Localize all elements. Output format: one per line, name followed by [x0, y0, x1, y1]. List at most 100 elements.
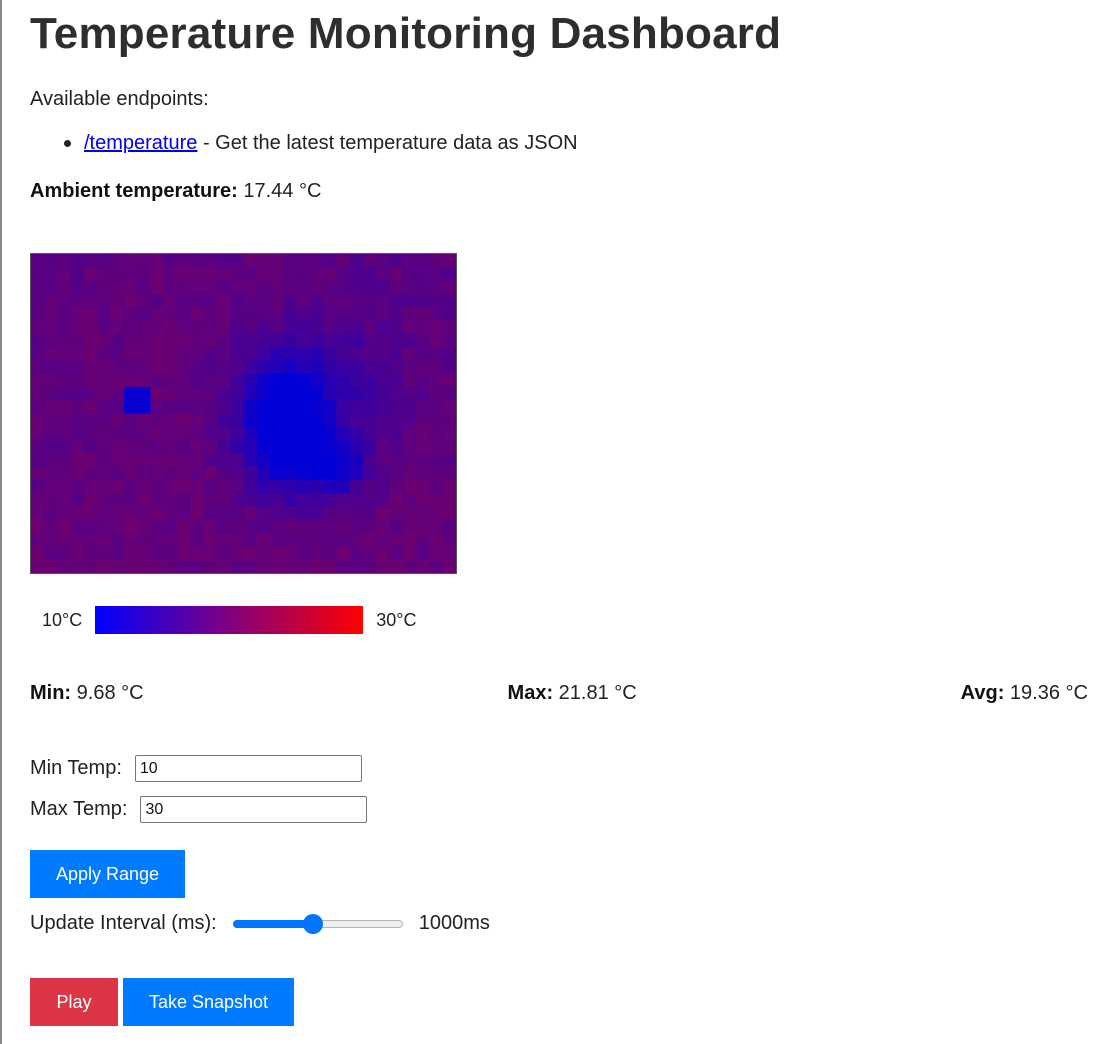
heatmap-cell: [230, 479, 244, 494]
heatmap-cell: [84, 307, 98, 321]
heatmap-cell: [70, 479, 85, 494]
heatmap-cell: [150, 413, 165, 428]
heatmap-cell: [402, 280, 417, 295]
temperature-endpoint-link[interactable]: /temperature: [84, 132, 198, 154]
heatmap-cell: [44, 466, 59, 481]
heatmap-cell: [123, 533, 138, 547]
heatmap-cell: [70, 293, 85, 308]
heatmap-cell: [442, 559, 456, 573]
heatmap-cell: [402, 254, 417, 268]
heatmap-cell: [270, 320, 284, 335]
heatmap-cell: [243, 426, 258, 441]
heatmap-cell: [243, 519, 258, 534]
heatmap-cell: [137, 267, 152, 282]
heatmap-cell: [190, 559, 205, 573]
heatmap-cell: [57, 479, 72, 494]
heatmap-cell: [442, 360, 456, 375]
heatmap-cell: [203, 254, 218, 268]
heatmap-cell: [31, 466, 45, 481]
heatmap-cell: [402, 533, 417, 547]
apply-range-button[interactable]: Apply Range: [30, 850, 185, 898]
heatmap-cell: [442, 479, 456, 494]
heatmap-cell: [270, 293, 284, 308]
heatmap-cell: [44, 360, 59, 375]
heatmap-cell: [389, 347, 404, 361]
heatmap-cell: [150, 360, 165, 375]
heatmap-cell: [256, 453, 271, 468]
heatmap-cell: [336, 293, 351, 308]
heatmap-cell: [70, 254, 85, 268]
heatmap-cell: [270, 386, 284, 401]
heatmap-cell: [70, 267, 85, 282]
heatmap-cell: [363, 479, 377, 494]
heatmap-cell: [177, 426, 191, 441]
heatmap-cell: [190, 426, 205, 441]
heatmap-cell: [323, 267, 337, 282]
slider-thumb[interactable]: [302, 913, 323, 934]
heatmap-cell: [150, 267, 165, 282]
heatmap-cell: [150, 466, 165, 481]
min-temp-input[interactable]: [134, 755, 362, 782]
heatmap-cell: [31, 400, 45, 414]
heatmap-cell: [323, 493, 337, 508]
heatmap-cell: [283, 453, 298, 468]
heatmap-cell: [31, 254, 45, 268]
heatmap-cell: [270, 347, 284, 361]
heatmap-cell: [150, 546, 165, 561]
heatmap-cell: [203, 506, 218, 521]
update-interval-row: Update Interval (ms): 1000ms: [30, 912, 490, 935]
heatmap-cell: [84, 413, 98, 428]
heatmap-cell: [137, 293, 152, 308]
max-temp-row: Max Temp:: [30, 796, 368, 823]
interval-label: Update Interval (ms):: [30, 912, 217, 934]
interval-slider[interactable]: [232, 913, 403, 935]
heatmap-cell: [363, 400, 377, 414]
heatmap-cell: [270, 267, 284, 282]
heatmap-cell: [309, 320, 324, 335]
heatmap-cell: [137, 373, 152, 388]
heatmap-cell: [123, 293, 138, 308]
heatmap-cell: [190, 519, 205, 534]
heatmap-cell: [216, 386, 231, 401]
heatmap-cell: [190, 546, 205, 561]
heatmap-cell: [389, 386, 404, 401]
heatmap-cell: [203, 533, 218, 547]
heatmap-cell: [44, 307, 59, 321]
heatmap-cell: [216, 453, 231, 468]
heatmap-cell: [323, 254, 337, 268]
max-temp-input[interactable]: [140, 796, 368, 823]
heatmap-cell: [216, 320, 231, 335]
play-button[interactable]: Play: [30, 978, 118, 1026]
heatmap-cell: [137, 479, 152, 494]
heatmap-cell: [230, 426, 244, 441]
heatmap-cell: [123, 466, 138, 481]
heatmap-cell: [256, 479, 271, 494]
heatmap-cell: [283, 360, 298, 375]
heatmap-cell: [190, 333, 205, 348]
heatmap-cell: [402, 360, 417, 375]
heatmap-cell: [416, 546, 430, 561]
heatmap-cell: [137, 426, 152, 441]
heatmap-cell: [230, 559, 244, 573]
legend-max-label: 30°C: [376, 609, 417, 630]
take-snapshot-button[interactable]: Take Snapshot: [123, 978, 294, 1026]
heatmap-cell: [44, 533, 59, 547]
heatmap-cell: [150, 280, 165, 295]
heatmap-cell: [57, 347, 72, 361]
heatmap-cell: [203, 373, 218, 388]
heatmap-cell: [270, 307, 284, 321]
heatmap-cell: [309, 519, 324, 534]
heatmap-cell: [97, 440, 112, 454]
heatmap-cell: [216, 293, 231, 308]
heatmap-cell: [44, 493, 59, 508]
heatmap-cell: [349, 267, 364, 282]
heatmap-cell: [376, 373, 391, 388]
heatmap-cell: [110, 493, 125, 508]
stat-min: Min: 9.68 °C: [30, 682, 144, 705]
heatmap-cell: [363, 254, 377, 268]
heatmap-cell: [309, 453, 324, 468]
heatmap-cell: [190, 347, 205, 361]
heatmap-cell: [309, 400, 324, 414]
heatmap-cell: [150, 373, 165, 388]
heatmap-cell: [150, 386, 165, 401]
